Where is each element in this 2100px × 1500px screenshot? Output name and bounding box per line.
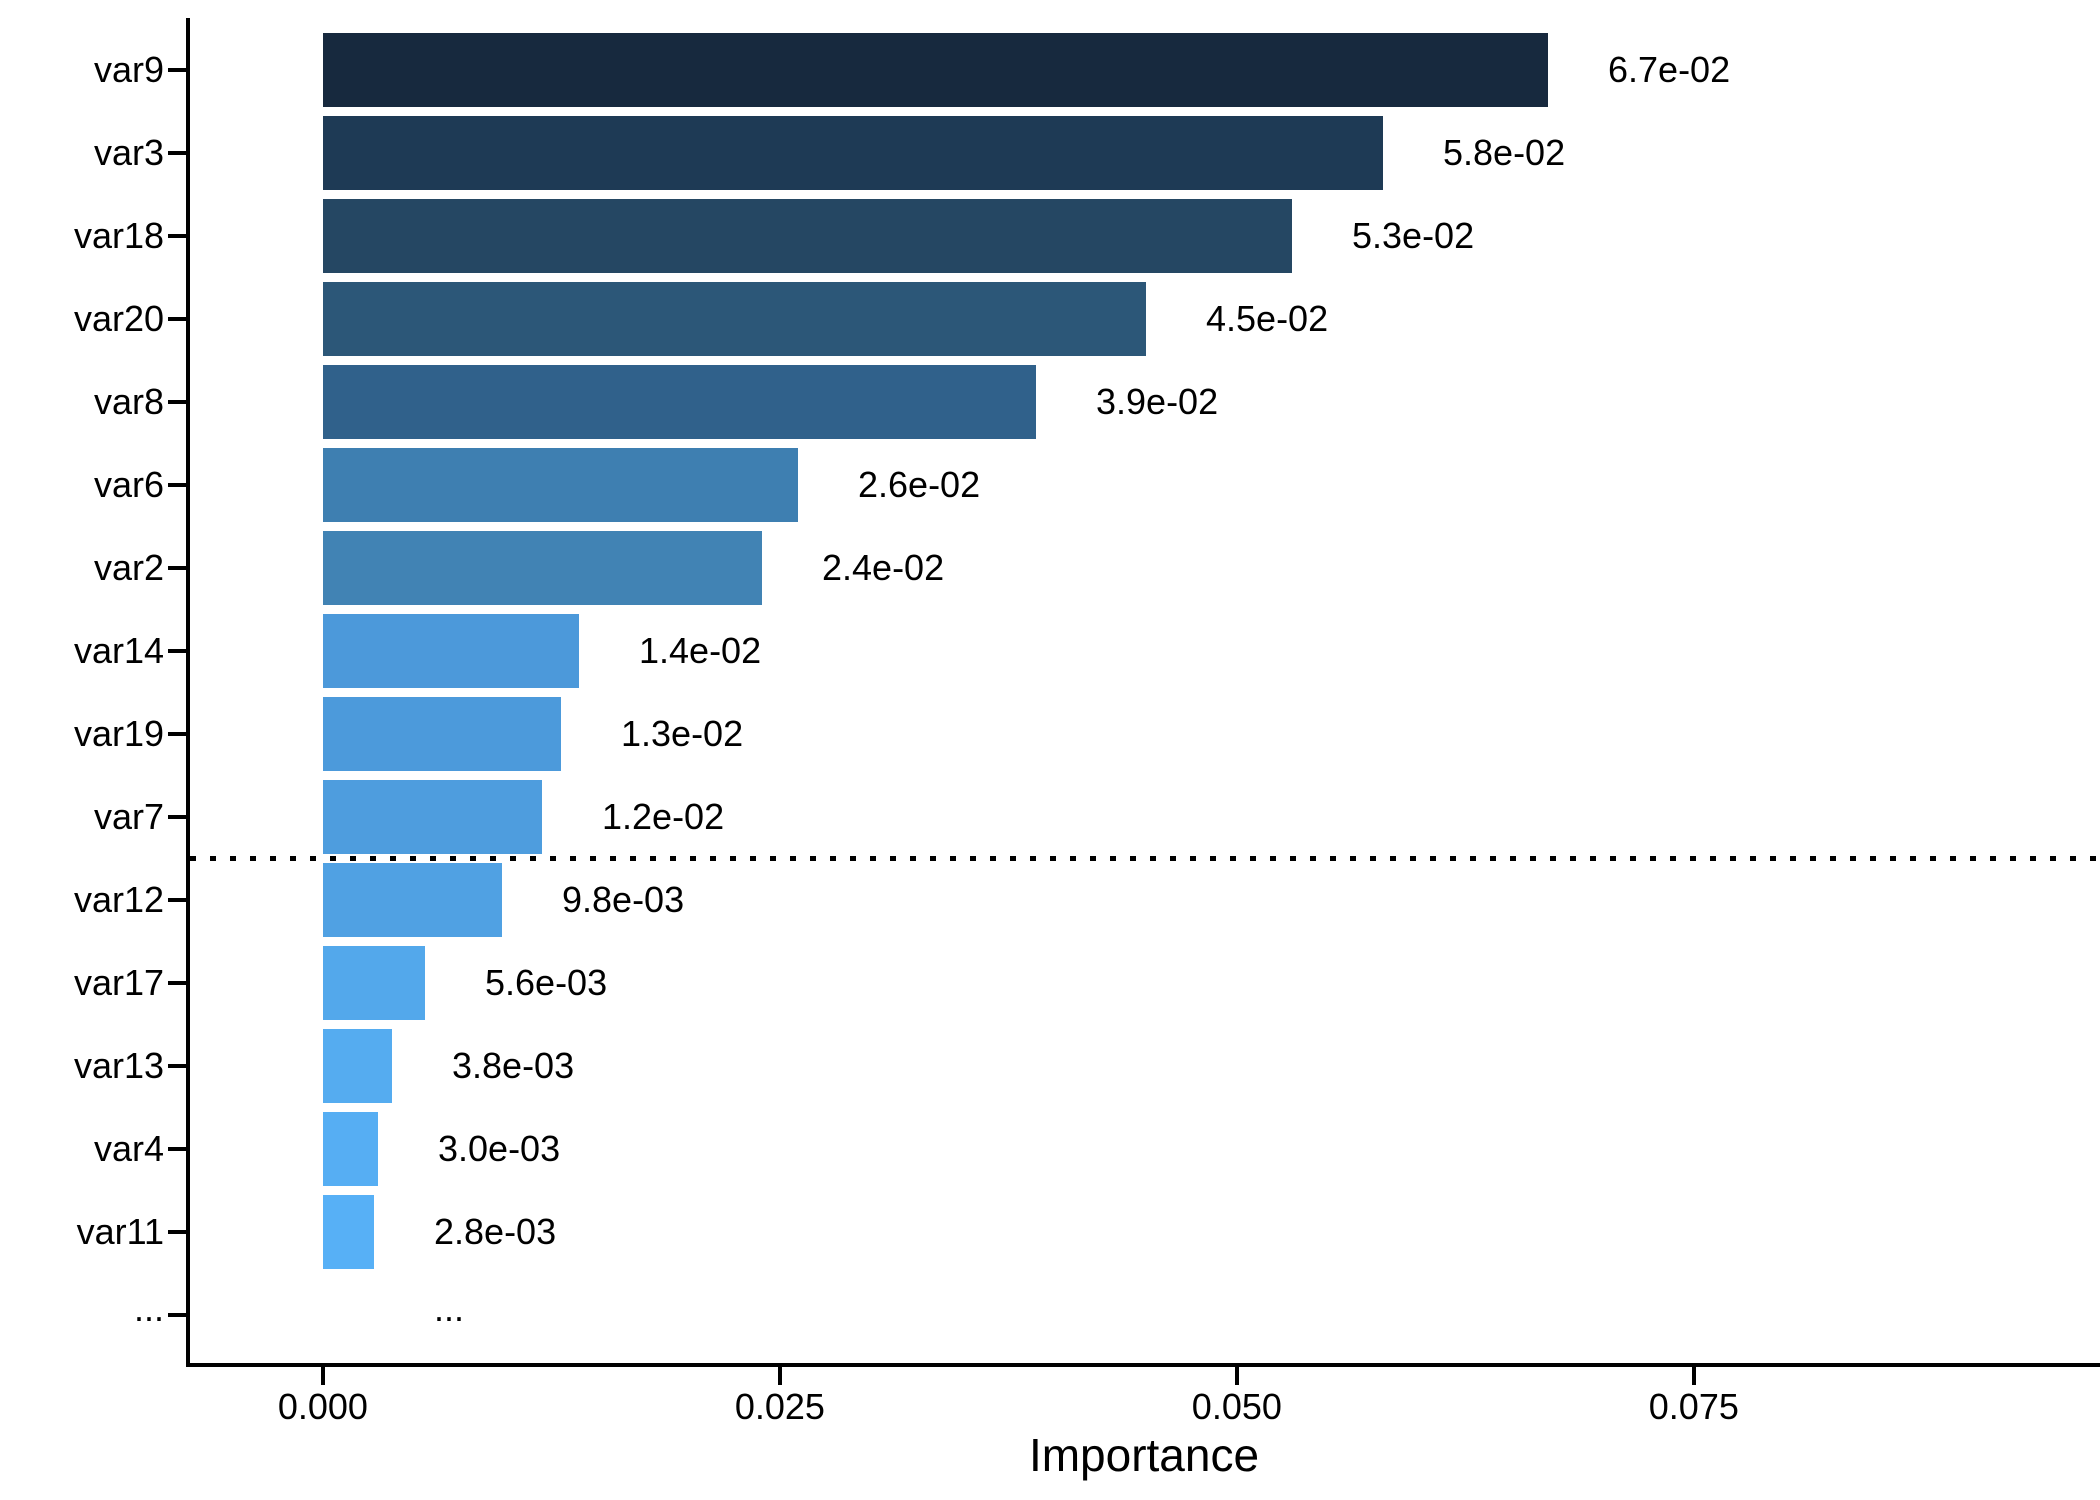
y-tick-label: var6 (93, 464, 164, 506)
bar (323, 1029, 392, 1103)
y-tick-label: var8 (93, 381, 164, 423)
y-tick-label: var13 (73, 1045, 164, 1087)
x-tick (1691, 1367, 1696, 1385)
bar (323, 365, 1036, 439)
y-tick (168, 234, 188, 238)
y-tick (168, 566, 188, 570)
bar (323, 1195, 374, 1269)
x-tick-label: 0.075 (1648, 1386, 1739, 1427)
y-tick-label: var19 (73, 713, 164, 755)
x-axis-line (186, 1363, 2100, 1367)
bar-value-label: 6.7e-02 (1608, 49, 1731, 91)
bar-value-label: 2.6e-02 (858, 464, 981, 506)
y-tick (168, 317, 188, 321)
x-tick-label: 0.025 (734, 1386, 825, 1427)
y-tick (168, 649, 188, 653)
y-tick (168, 400, 188, 404)
ellipsis-axis-label: ... (133, 1288, 164, 1329)
y-tick-label: var4 (93, 1128, 164, 1170)
y-tick-label: var17 (73, 962, 164, 1004)
y-tick (168, 732, 188, 736)
y-tick (168, 483, 188, 487)
bar (323, 448, 798, 522)
bar-value-label: 3.0e-03 (438, 1128, 561, 1170)
x-tick-label: 0.000 (277, 1386, 368, 1427)
bar (323, 697, 561, 771)
bar-value-label: 5.8e-02 (1443, 132, 1566, 174)
bar (323, 614, 579, 688)
x-axis-title: Importance (1028, 1429, 1260, 1481)
y-tick (168, 981, 188, 985)
x-tick (1234, 1367, 1239, 1385)
y-tick (168, 68, 188, 72)
bar-value-label: 1.2e-02 (602, 796, 725, 838)
bar-value-label: 3.9e-02 (1096, 381, 1219, 423)
y-tick (168, 1313, 188, 1317)
y-tick-label: var3 (93, 132, 164, 174)
y-tick-label: var14 (73, 630, 164, 672)
bar-value-label: 9.8e-03 (562, 879, 685, 921)
y-axis-line (186, 18, 190, 1367)
bar (323, 780, 542, 854)
y-tick-label: var18 (73, 215, 164, 257)
y-tick-label: var12 (73, 879, 164, 921)
bar (323, 282, 1146, 356)
y-tick-label: var20 (73, 298, 164, 340)
threshold-dotted-line (190, 856, 2100, 861)
y-tick (168, 815, 188, 819)
y-tick-label: var2 (93, 547, 164, 589)
ellipsis-plot-label: ... (434, 1288, 465, 1329)
bar (323, 199, 1292, 273)
bar (323, 1112, 378, 1186)
x-tick (777, 1367, 782, 1385)
bar-value-label: 1.4e-02 (639, 630, 762, 672)
x-tick-label: 0.050 (1191, 1386, 1282, 1427)
bar-value-label: 5.6e-03 (485, 962, 608, 1004)
y-tick (168, 1147, 188, 1151)
bar (323, 33, 1548, 107)
bar-value-label: 5.3e-02 (1352, 215, 1475, 257)
y-tick (168, 151, 188, 155)
y-tick-label: var11 (76, 1211, 164, 1253)
bar (323, 946, 425, 1020)
y-tick (168, 1064, 188, 1068)
bar-value-label: 1.3e-02 (621, 713, 744, 755)
bar-value-label: 2.4e-02 (822, 547, 945, 589)
bar-value-label: 4.5e-02 (1206, 298, 1329, 340)
bar (323, 863, 502, 937)
y-tick-label: var9 (93, 49, 164, 91)
y-tick (168, 898, 188, 902)
bar-value-label: 3.8e-03 (452, 1045, 575, 1087)
x-tick (320, 1367, 325, 1385)
bar (323, 116, 1383, 190)
bar (323, 531, 762, 605)
y-tick-label: var7 (93, 796, 164, 838)
bar-value-label: 2.8e-03 (434, 1211, 557, 1253)
y-tick (168, 1230, 188, 1234)
